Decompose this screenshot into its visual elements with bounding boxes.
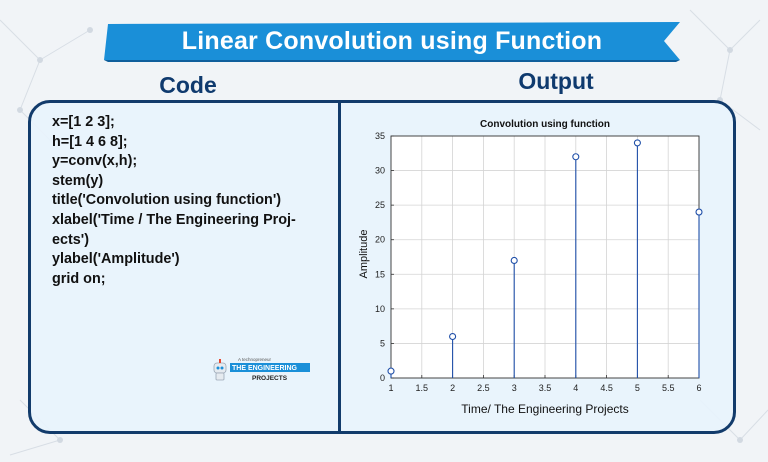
y-tick-label: 20 — [375, 235, 385, 245]
stem-marker — [572, 153, 580, 161]
stem-marker — [510, 256, 518, 265]
y-tick-label: 5 — [380, 338, 385, 348]
stem-marker — [633, 139, 641, 147]
stem-plot: Convolution using function 1 1.5 2 2.5 3 3.5 4… — [358, 119, 703, 416]
logo-tagline: A technopreneur — [238, 357, 272, 362]
x-tick-label: 3.5 — [539, 383, 552, 393]
output-heading: Output — [518, 68, 594, 94]
code-line: grid on; — [52, 270, 106, 287]
x-tick-label: 2 — [450, 383, 455, 393]
code-line: xlabel('Time / The Engineering Proj- — [52, 211, 296, 228]
page-title: Linear Convolution using Function — [181, 26, 603, 55]
x-tick-label: 4.5 — [600, 383, 613, 393]
x-tick-label: 5.5 — [662, 383, 675, 393]
code-panel: x=[1 2 3]; h=[1 4 6 8]; y=conv(x,h); ste… — [52, 113, 336, 289]
y-tick-label: 10 — [375, 304, 385, 314]
x-tick-label: 1.5 — [416, 383, 429, 393]
x-tick-label: 6 — [696, 383, 701, 393]
chart-title: Convolution using function — [480, 119, 610, 130]
code-line: ects') — [52, 231, 90, 248]
code-line: ylabel('Amplitude') — [52, 251, 180, 268]
x-tick-label: 4 — [573, 383, 578, 393]
y-tick-label: 15 — [375, 269, 385, 279]
y-tick-label: 35 — [375, 131, 385, 141]
code-line: x=[1 2 3]; — [52, 114, 115, 130]
y-axis-label: Amplitude — [358, 230, 370, 279]
x-tick-label: 1 — [388, 383, 393, 393]
x-tick-label: 5 — [635, 383, 640, 393]
x-tick-label: 3 — [512, 383, 517, 393]
code-heading: Code — [159, 72, 217, 98]
code-line: title('Convolution using function') — [52, 192, 282, 209]
stem-marker — [449, 332, 457, 341]
engineering-projects-logo: A technopreneur THE ENGINEERING PROJECTS — [213, 357, 310, 382]
robot-icon — [213, 359, 227, 381]
y-tick-label: 0 — [380, 373, 385, 383]
x-tick-label: 2.5 — [477, 383, 490, 393]
x-axis-label: Time/ The Engineering Projects — [461, 402, 628, 416]
y-tick-label: 30 — [375, 166, 385, 176]
panel-divider — [338, 101, 341, 433]
logo-line2: PROJECTS — [252, 375, 288, 382]
chart-grid — [390, 135, 700, 379]
code-line: stem(y) — [52, 172, 104, 189]
code-line: y=conv(x,h); — [52, 153, 138, 170]
code-line: h=[1 4 6 8]; — [52, 133, 128, 150]
stem-marker — [695, 208, 703, 216]
y-tick-label: 25 — [375, 200, 385, 210]
stem-marker — [387, 367, 395, 375]
chart-stems — [387, 139, 703, 378]
title-banner — [104, 22, 680, 62]
logo-line1: THE ENGINEERING — [232, 365, 298, 372]
